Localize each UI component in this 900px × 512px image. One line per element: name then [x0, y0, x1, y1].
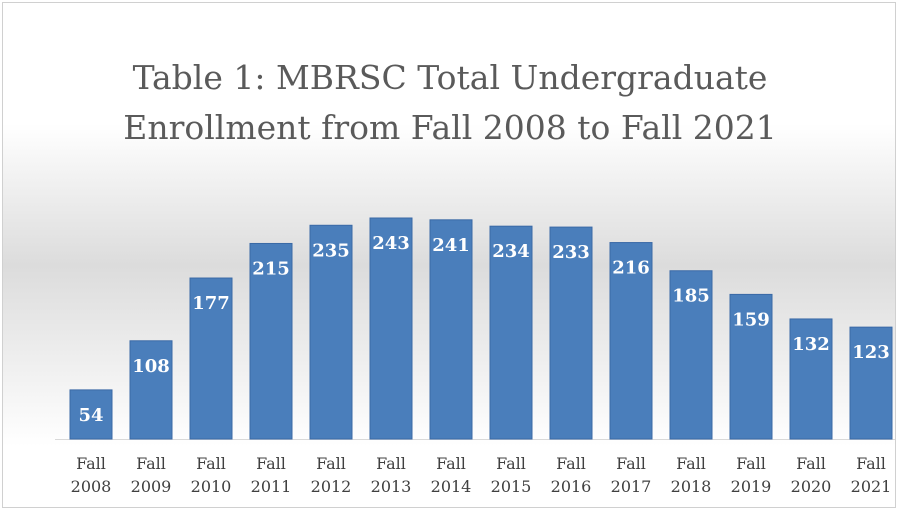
x-tick-label: Fall: [796, 454, 826, 473]
x-tick-label: Fall: [556, 454, 586, 473]
data-label: 216: [612, 258, 650, 279]
x-tick-label: 2020: [791, 477, 832, 496]
x-tick-label: Fall: [256, 454, 286, 473]
data-label: 108: [132, 356, 170, 377]
data-label: 215: [252, 258, 290, 279]
x-tick-label: Fall: [736, 454, 766, 473]
chart-title-line-2: Enrollment from Fall 2008 to Fall 2021: [123, 108, 777, 147]
chart-title-line-1: Table 1: MBRSC Total Undergraduate: [132, 58, 768, 97]
chart-title: Table 1: MBRSC Total Undergraduate Enrol…: [3, 53, 895, 153]
x-tick-label: Fall: [676, 454, 706, 473]
x-tick-label: Fall: [616, 454, 646, 473]
data-label: 54: [78, 405, 103, 426]
bar-fall-2018: [669, 270, 713, 440]
x-tick-label: 2010: [191, 477, 232, 496]
bar-chart: 54 Fall 2008 108 Fall 2009 177 Fall 2010 215 Fall 2…: [55, 217, 895, 496]
bar-fall-2008: [69, 389, 113, 440]
bar-fall-2016: [549, 226, 593, 440]
bar-fall-2013: [369, 217, 413, 440]
data-label: 132: [792, 334, 830, 355]
bar-fall-2020: [789, 318, 833, 440]
x-tick-label: 2008: [71, 477, 112, 496]
bar-fall-2015: [489, 225, 533, 440]
bar-fall-2010: [189, 277, 233, 440]
bar-fall-2009: [129, 340, 173, 440]
data-label: 241: [432, 235, 470, 256]
bar-fall-2021: [849, 326, 893, 440]
x-tick-label: 2019: [731, 477, 772, 496]
x-tick-label: 2014: [431, 477, 472, 496]
x-tick-label: 2017: [611, 477, 652, 496]
data-label: 177: [192, 293, 230, 314]
x-tick-label: Fall: [316, 454, 346, 473]
data-label: 233: [552, 242, 590, 263]
bar-fall-2012: [309, 224, 353, 440]
x-tick-label: 2015: [491, 477, 532, 496]
x-tick-label: Fall: [376, 454, 406, 473]
data-label: 185: [672, 286, 710, 307]
bar-fall-2011: [249, 242, 293, 440]
x-tick-label: 2013: [371, 477, 412, 496]
data-label: 123: [852, 342, 890, 363]
bar-fall-2017: [609, 242, 653, 440]
x-tick-label: Fall: [196, 454, 226, 473]
x-tick-label: 2012: [311, 477, 352, 496]
x-tick-label: Fall: [856, 454, 886, 473]
bar-fall-2014: [429, 219, 473, 440]
x-tick-label: Fall: [76, 454, 106, 473]
data-label: 243: [372, 233, 410, 254]
x-tick-label: Fall: [136, 454, 166, 473]
bar-fall-2019: [729, 293, 773, 440]
x-tick-label: 2016: [551, 477, 592, 496]
x-tick-label: Fall: [436, 454, 466, 473]
data-label: 235: [312, 240, 350, 261]
data-label: 234: [492, 241, 530, 262]
x-tick-label: 2009: [131, 477, 172, 496]
x-tick-label: 2018: [671, 477, 712, 496]
x-tick-label: Fall: [496, 454, 526, 473]
x-tick-label: 2011: [251, 477, 292, 496]
x-tick-label: 2021: [851, 477, 892, 496]
data-label: 159: [732, 309, 770, 330]
